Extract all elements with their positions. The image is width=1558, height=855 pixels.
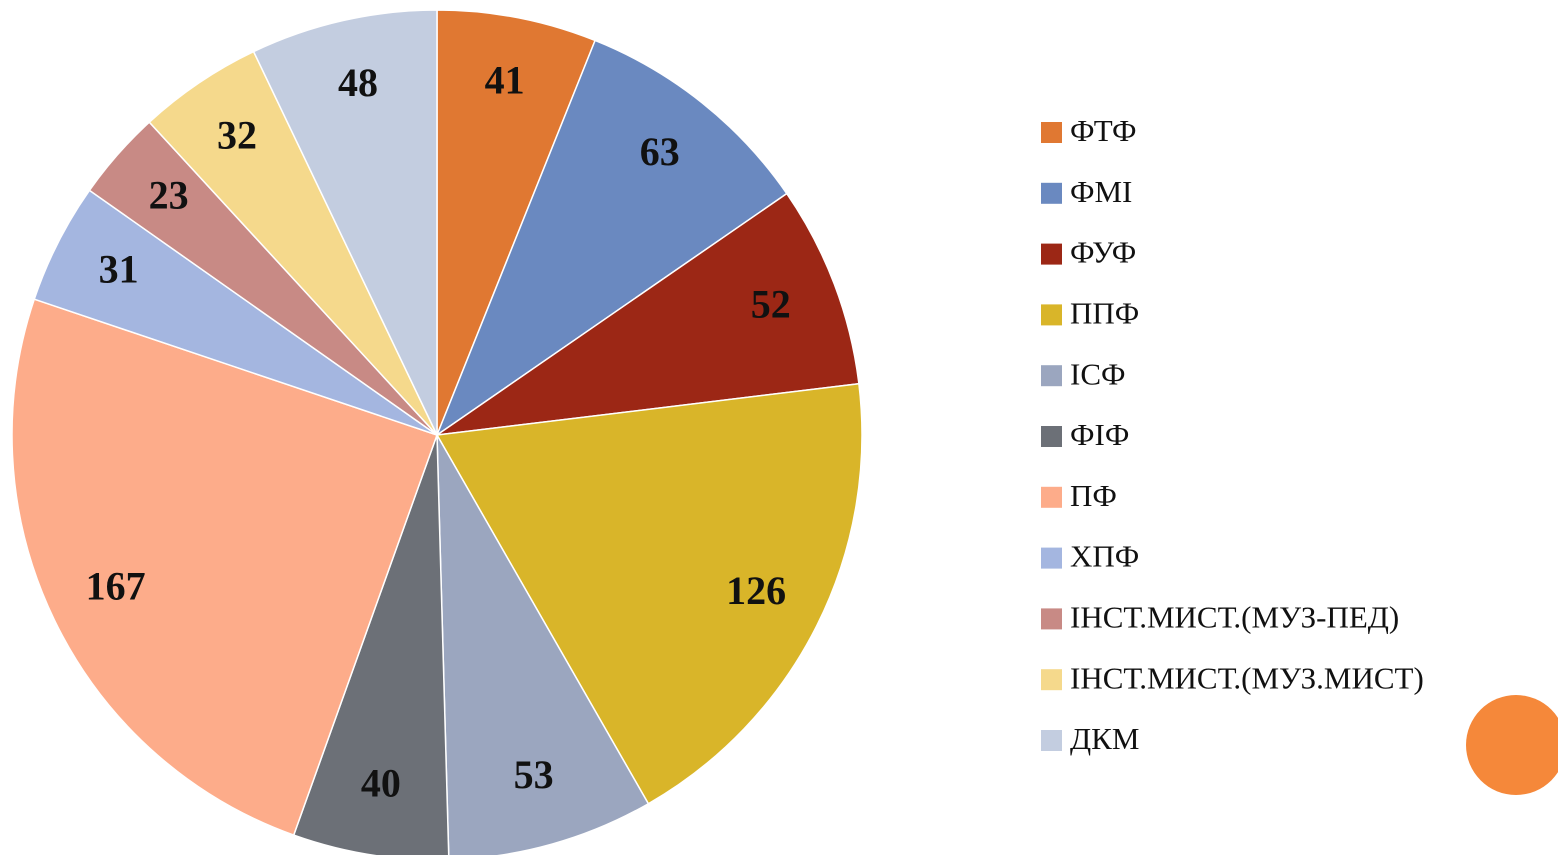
legend-label: ФУФ bbox=[1070, 235, 1136, 270]
legend-swatch bbox=[1041, 304, 1062, 326]
data-label: 126 bbox=[726, 568, 786, 613]
legend-swatch bbox=[1041, 182, 1062, 204]
legend-swatch bbox=[1041, 243, 1062, 265]
pie-slice bbox=[435, 39, 788, 438]
legend-swatch bbox=[1041, 547, 1062, 569]
legend-swatch bbox=[1041, 122, 1062, 143]
pie-slice bbox=[11, 298, 438, 837]
legend-label: ПФ bbox=[1070, 478, 1117, 513]
legend-swatch bbox=[1041, 608, 1062, 630]
legend: ФТФ ФМІ ФУФ ППФ ІСФ ФІФ ПФ ХПФ ІНСТ.МИСТ.(МУЗ-ПЕ… bbox=[1041, 113, 1424, 756]
data-label: 63 bbox=[640, 129, 680, 174]
pie-slice bbox=[436, 192, 860, 436]
legend-label: ФІФ bbox=[1070, 417, 1129, 452]
data-label: 41 bbox=[485, 58, 525, 103]
legend-label: ФТФ bbox=[1070, 113, 1136, 148]
legend-label: ДКМ bbox=[1070, 721, 1139, 756]
data-label: 32 bbox=[217, 112, 257, 157]
legend-swatch bbox=[1041, 669, 1062, 691]
data-label: 48 bbox=[338, 60, 378, 105]
pie-slice bbox=[436, 434, 650, 855]
data-label: 167 bbox=[86, 564, 146, 609]
pie-slice bbox=[435, 382, 863, 805]
legend-label: ХПФ bbox=[1070, 539, 1139, 574]
legend-label: ІНСТ.МИСТ.(МУЗ.МИСТ) bbox=[1070, 660, 1424, 695]
legend-label: ФМІ bbox=[1070, 174, 1132, 209]
decoration-circle bbox=[1466, 695, 1558, 795]
legend-label: ІСФ bbox=[1070, 356, 1126, 391]
data-label: 53 bbox=[514, 752, 554, 797]
legend-swatch bbox=[1041, 486, 1062, 508]
data-label: 40 bbox=[361, 761, 401, 806]
pie-slice bbox=[252, 9, 438, 436]
legend-swatch bbox=[1041, 365, 1062, 387]
data-label: 31 bbox=[99, 247, 139, 292]
pie-slice bbox=[436, 9, 597, 436]
data-label: 52 bbox=[751, 282, 791, 327]
legend-label: ППФ bbox=[1070, 296, 1139, 331]
data-label: 23 bbox=[149, 173, 189, 218]
legend-swatch bbox=[1041, 426, 1062, 447]
legend-swatch bbox=[1041, 730, 1062, 751]
legend-label: ІНСТ.МИСТ.(МУЗ-ПЕД) bbox=[1070, 600, 1399, 635]
